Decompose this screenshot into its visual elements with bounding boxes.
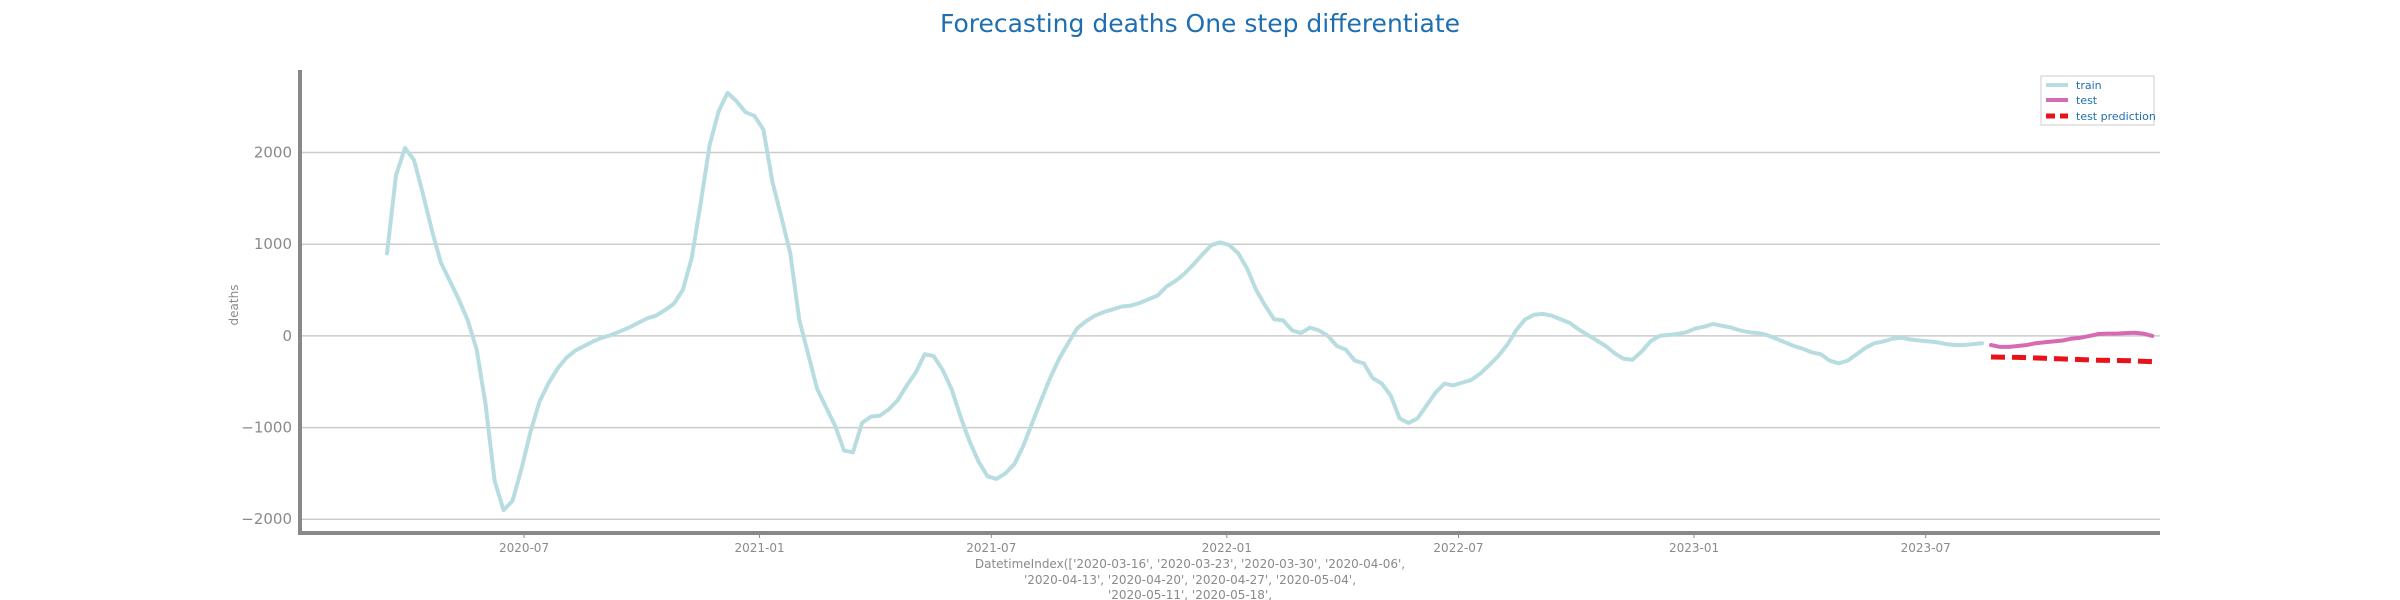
- x-axis-label-line: DatetimeIndex(['2020-03-16', '2020-03-23…: [975, 557, 1405, 571]
- legend: train test test prediction: [2040, 75, 2156, 126]
- x-tick-label: 2023-01: [1669, 541, 1719, 555]
- series-group: [385, 90, 2155, 513]
- legend-label-train: train: [2076, 79, 2102, 92]
- y-tick-label: 1000: [254, 235, 292, 253]
- x-tick-label: 2021-01: [734, 541, 784, 555]
- x-tick-label: 2022-07: [1433, 541, 1483, 555]
- legend-label-test: test: [2076, 94, 2098, 107]
- series-line-test: [1989, 330, 2155, 349]
- grid: [300, 151, 2160, 520]
- x-tick-label: 2020-07: [499, 541, 549, 555]
- x-tick-label: 2021-07: [966, 541, 1016, 555]
- series-line-test-prediction: [1990, 354, 2153, 365]
- chart-title: Forecasting deaths One step differentiat…: [940, 9, 1460, 38]
- x-axis-ticks: 2020-07 2021-01 2021-07 2022-01 2022-07 2023-…: [499, 533, 1951, 555]
- y-tick-label: 2000: [254, 144, 292, 162]
- x-axis-label-line: '2020-04-13', '2020-04-20', '2020-04-27'…: [1024, 573, 1356, 587]
- y-tick-label: −2000: [241, 510, 292, 528]
- legend-label-test-prediction: test prediction: [2076, 110, 2156, 123]
- series-line-train: [385, 90, 1985, 513]
- y-axis-label: deaths: [227, 285, 241, 326]
- x-tick-label: 2022-01: [1202, 541, 1252, 555]
- y-tick-label: −1000: [241, 419, 292, 437]
- x-axis-label-line: '2020-05-11', '2020-05-18',: [1108, 588, 1272, 600]
- y-axis-ticks: −2000 −1000 0 1000 2000: [241, 144, 292, 529]
- x-tick-label: 2023-07: [1901, 541, 1951, 555]
- y-tick-label: 0: [282, 327, 292, 345]
- x-axis-label: DatetimeIndex(['2020-03-16', '2020-03-23…: [975, 557, 1405, 600]
